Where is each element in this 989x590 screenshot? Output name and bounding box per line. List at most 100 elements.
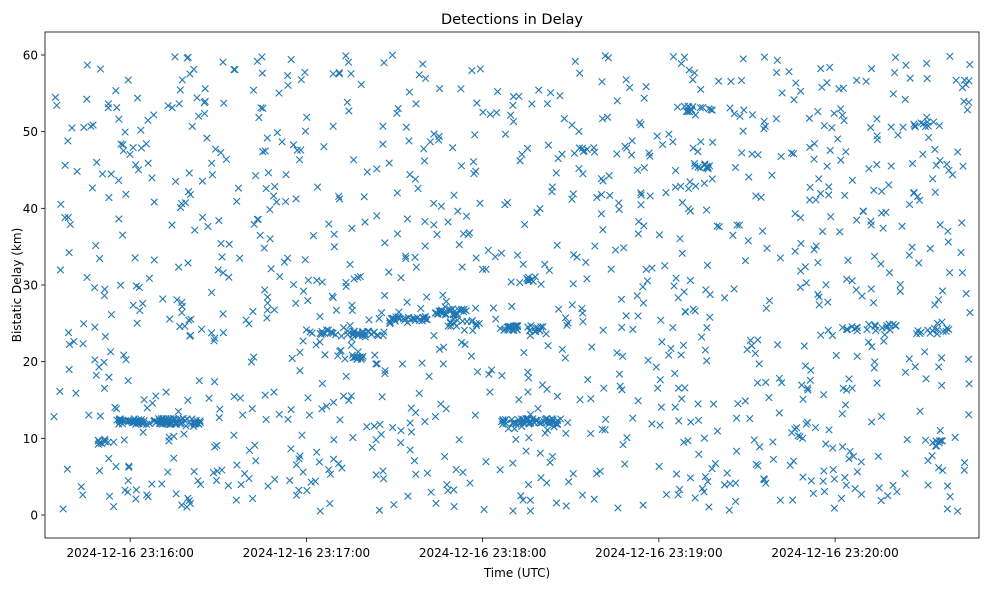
data-point: [526, 496, 535, 504]
x-tick-label: 2024-12-16 23:17:00: [243, 546, 370, 560]
data-point: [365, 316, 373, 324]
data-point: [553, 416, 562, 425]
data-point: [196, 480, 205, 489]
data-point: [901, 469, 909, 478]
data-point: [752, 192, 760, 200]
data-point: [680, 53, 689, 61]
data-point: [911, 363, 919, 371]
data-point: [320, 143, 328, 151]
data-point: [672, 470, 681, 478]
data-point: [261, 286, 269, 294]
data-point: [546, 88, 555, 97]
data-point: [504, 424, 513, 433]
data-point: [112, 462, 120, 471]
data-point: [571, 57, 579, 66]
data-point: [342, 282, 350, 291]
data-point: [109, 502, 118, 511]
data-point: [679, 341, 688, 349]
data-point: [335, 68, 343, 77]
data-point: [613, 97, 622, 105]
data-point: [806, 376, 815, 384]
data-point: [433, 230, 441, 239]
data-point: [263, 134, 271, 142]
data-point: [796, 432, 804, 441]
data-point: [569, 251, 578, 259]
data-point: [398, 360, 407, 368]
data-point: [116, 415, 124, 423]
data-point: [830, 109, 838, 118]
data-point: [375, 506, 384, 514]
data-point: [670, 369, 679, 378]
data-point: [560, 114, 569, 123]
data-point: [349, 156, 358, 164]
data-point: [569, 280, 577, 288]
data-point: [373, 360, 381, 368]
data-point: [665, 351, 673, 359]
data-point: [407, 404, 415, 412]
data-point: [928, 451, 936, 460]
data-point: [689, 75, 697, 84]
data-point: [122, 190, 130, 198]
data-point: [338, 464, 346, 472]
data-point: [56, 266, 65, 274]
data-point: [437, 202, 446, 210]
data-point: [627, 151, 636, 159]
data-point: [797, 239, 805, 248]
data-point: [410, 457, 419, 465]
data-point: [523, 144, 532, 153]
data-point: [509, 507, 517, 515]
data-point: [640, 163, 649, 172]
data-point: [361, 218, 369, 226]
data-point: [751, 349, 760, 358]
data-point: [853, 352, 861, 360]
data-point: [80, 123, 88, 132]
data-point: [792, 424, 801, 432]
data-point: [637, 201, 645, 209]
data-point: [230, 65, 238, 74]
data-point: [848, 176, 857, 184]
data-point: [931, 301, 939, 309]
data-point: [723, 469, 731, 477]
data-point: [79, 320, 88, 328]
data-point: [698, 103, 707, 112]
data-point: [309, 231, 318, 240]
data-point: [870, 358, 879, 366]
data-point: [553, 241, 561, 249]
data-point: [403, 215, 412, 223]
data-point: [64, 137, 72, 145]
data-point: [828, 444, 837, 452]
data-point: [924, 456, 932, 465]
data-point: [95, 467, 104, 475]
data-point: [454, 207, 462, 215]
y-tick-label: 20: [23, 355, 38, 369]
data-point: [258, 53, 266, 61]
data-point: [811, 423, 820, 432]
data-point: [568, 301, 576, 309]
data-point: [601, 426, 609, 434]
data-point: [643, 277, 652, 285]
data-point: [738, 149, 746, 157]
data-point: [775, 374, 784, 382]
data-point: [172, 490, 180, 498]
data-point: [381, 239, 389, 247]
data-point: [119, 147, 128, 155]
data-point: [894, 131, 902, 139]
data-point: [874, 452, 883, 460]
data-point: [587, 394, 595, 403]
data-point: [315, 458, 324, 466]
data-point: [101, 332, 110, 341]
data-point: [684, 437, 692, 445]
data-point: [665, 130, 673, 138]
data-point: [330, 435, 338, 444]
data-point: [270, 388, 278, 396]
data-point: [56, 387, 64, 396]
data-point: [849, 452, 858, 461]
data-point: [598, 114, 607, 123]
data-point: [492, 315, 500, 323]
data-point: [726, 479, 734, 488]
data-point: [430, 331, 438, 340]
data-point: [745, 414, 754, 423]
data-point: [51, 93, 60, 102]
data-point: [785, 67, 793, 76]
data-point: [801, 263, 810, 271]
